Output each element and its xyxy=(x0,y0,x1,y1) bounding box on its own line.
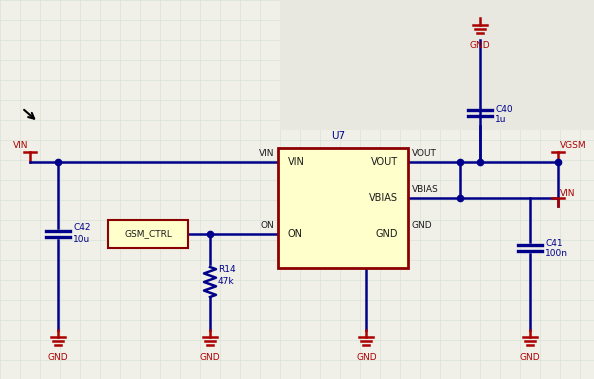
Text: C41: C41 xyxy=(545,240,563,249)
Text: GND: GND xyxy=(356,353,377,362)
Text: 47k: 47k xyxy=(218,277,235,287)
Text: U7: U7 xyxy=(331,131,345,141)
Text: VIN: VIN xyxy=(560,190,576,199)
FancyBboxPatch shape xyxy=(108,220,188,248)
Text: VBIAS: VBIAS xyxy=(369,193,398,203)
Text: ON: ON xyxy=(288,229,303,239)
Bar xyxy=(280,0,594,130)
Text: C42: C42 xyxy=(73,224,90,232)
Text: VIN: VIN xyxy=(288,157,305,167)
Text: GSM_CTRL: GSM_CTRL xyxy=(124,230,172,238)
Text: GND: GND xyxy=(200,353,220,362)
Text: 1u: 1u xyxy=(495,116,507,124)
Text: 100n: 100n xyxy=(545,249,568,258)
Text: 10u: 10u xyxy=(73,235,90,244)
Text: VIN: VIN xyxy=(12,141,28,150)
Text: R14: R14 xyxy=(218,266,236,274)
Text: VOUT: VOUT xyxy=(371,157,398,167)
Text: VGSM: VGSM xyxy=(560,141,587,150)
Text: GND: GND xyxy=(48,353,68,362)
Text: GND: GND xyxy=(520,353,541,362)
Text: VBIAS: VBIAS xyxy=(412,185,439,194)
Text: C40: C40 xyxy=(495,105,513,114)
Text: VIN: VIN xyxy=(258,149,274,158)
Text: GND: GND xyxy=(470,41,490,50)
Text: GND: GND xyxy=(412,221,432,230)
Text: VOUT: VOUT xyxy=(412,149,437,158)
Text: GND: GND xyxy=(375,229,398,239)
Text: ON: ON xyxy=(260,221,274,230)
FancyBboxPatch shape xyxy=(278,148,408,268)
